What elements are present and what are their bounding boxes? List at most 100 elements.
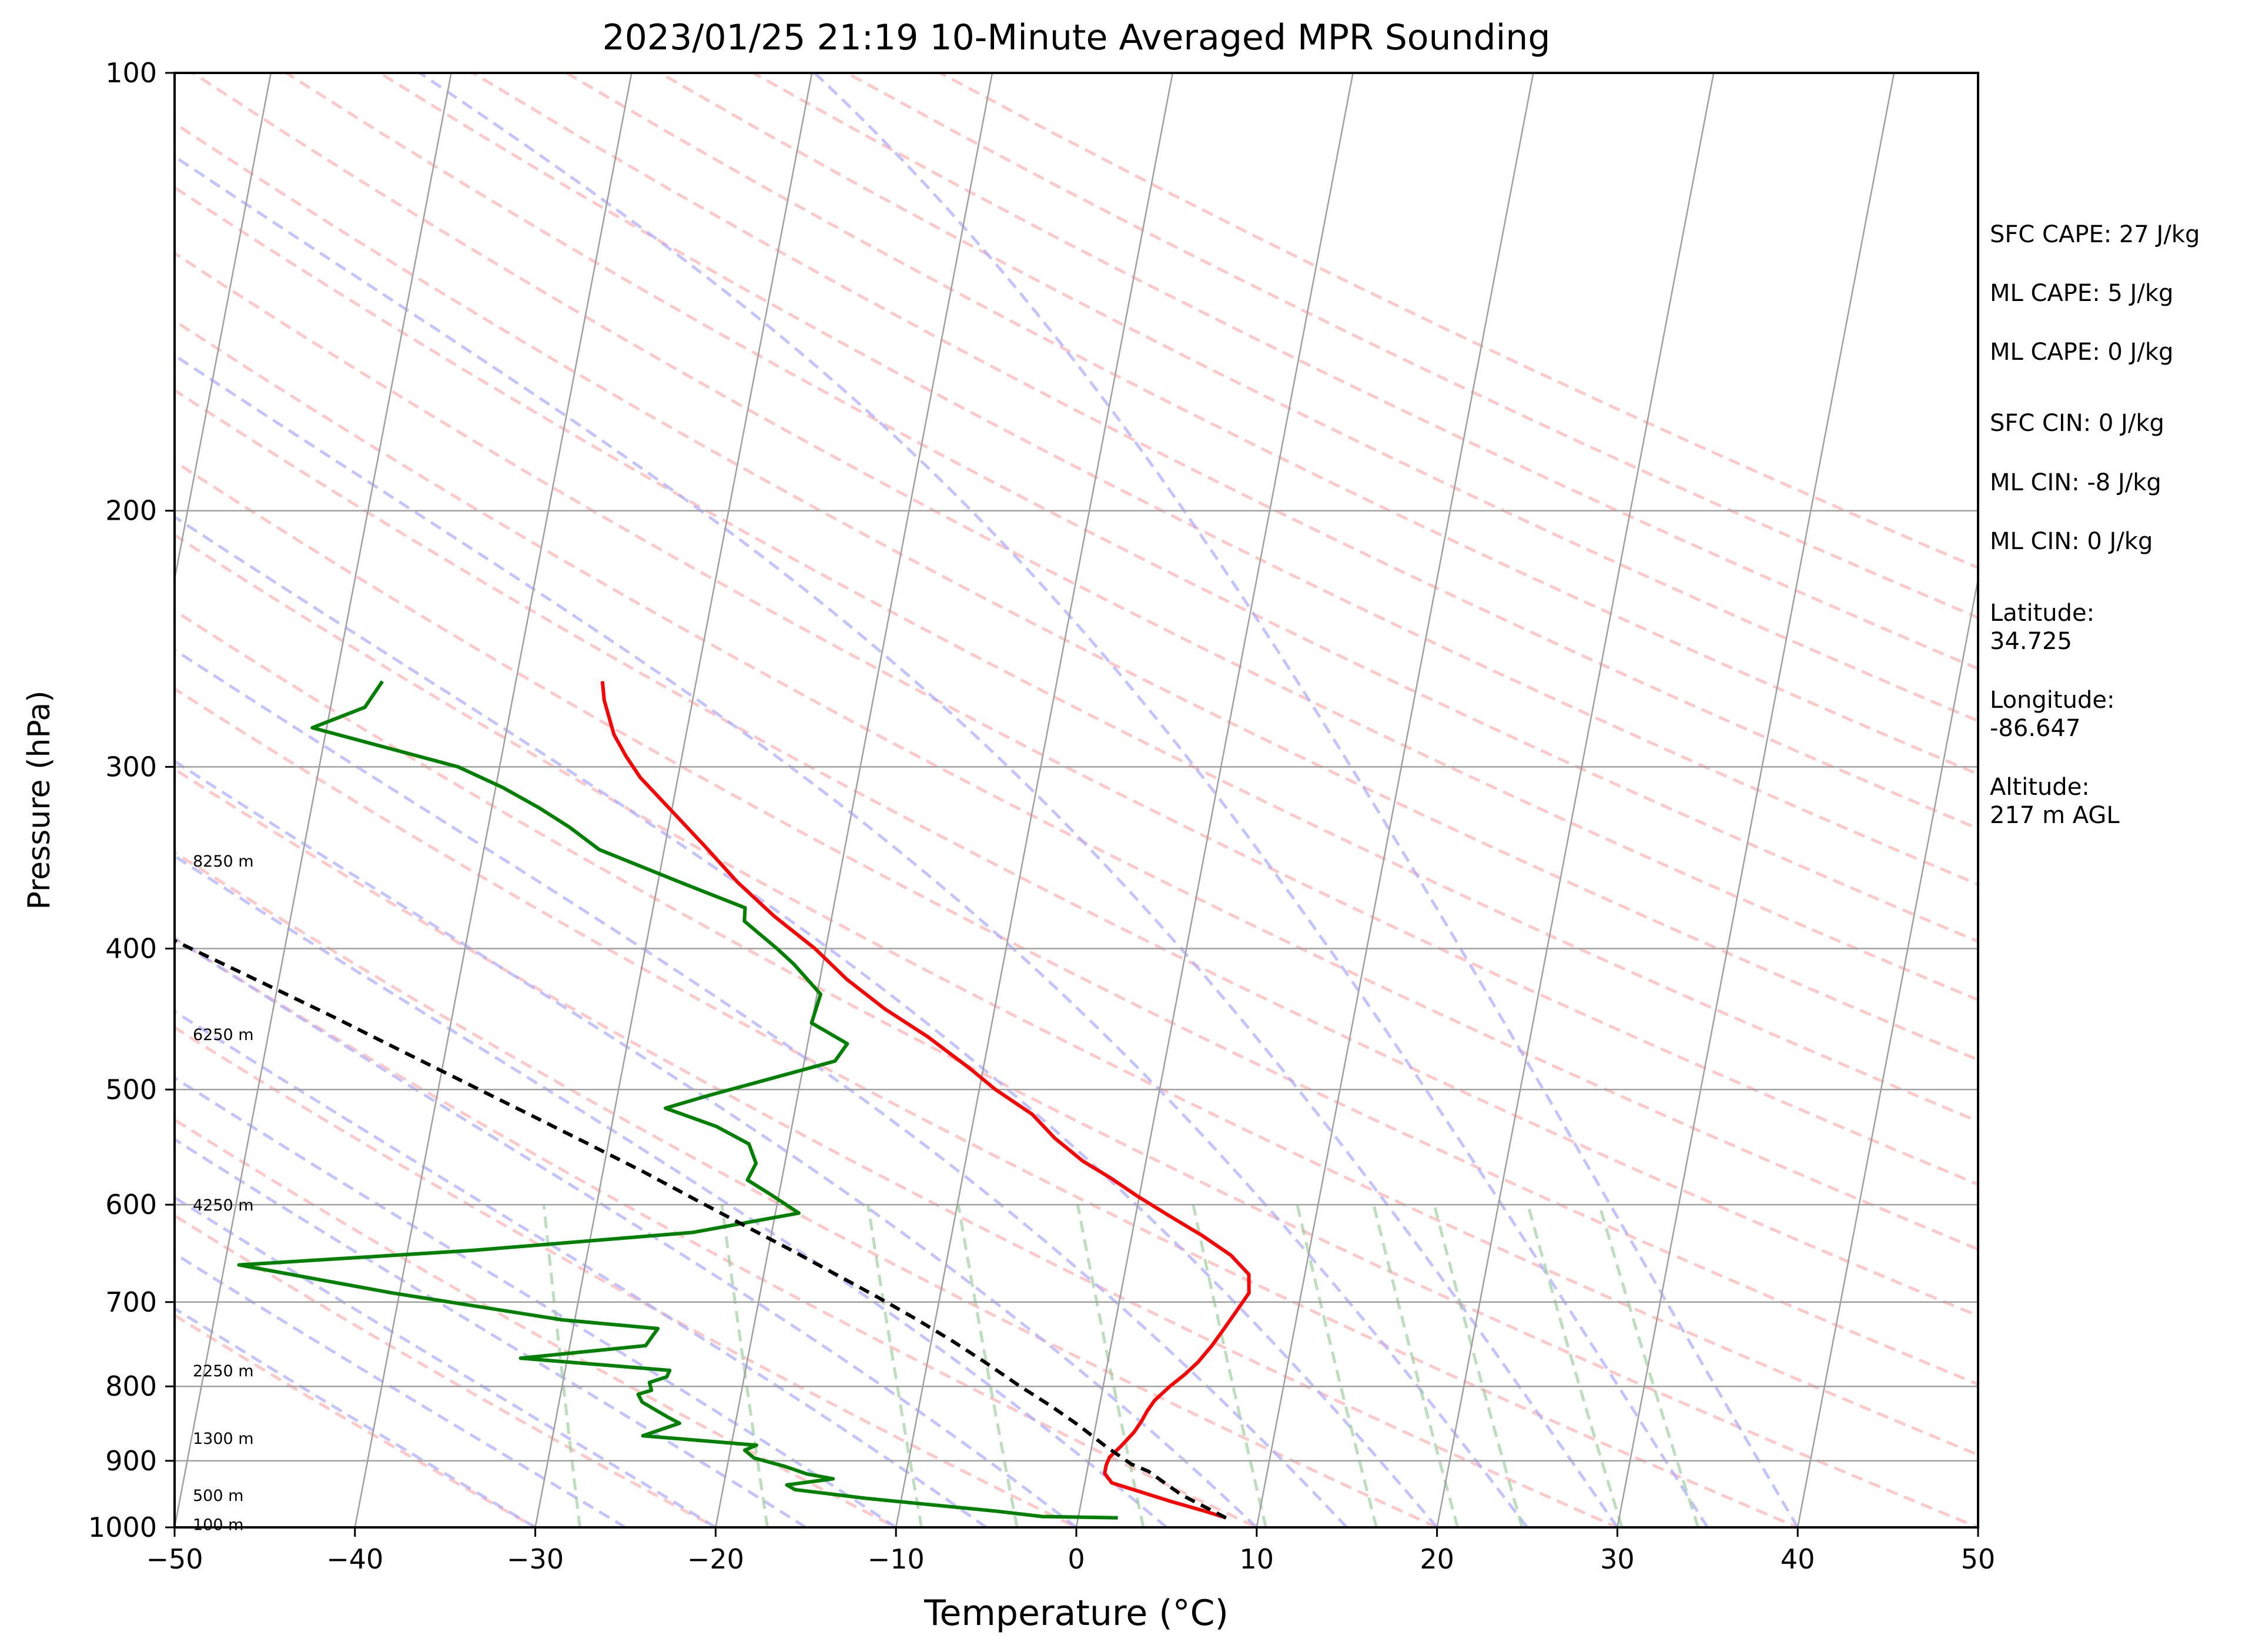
y-tick-label: 500 [105,1074,157,1105]
dry-adiabat [175,1313,538,1527]
mixing-ratio-line [1526,1204,1624,1527]
dry-adiabat [175,937,1260,1527]
isotherm-line [1256,73,1534,1527]
x-tick-label: −10 [868,1543,925,1575]
x-tick-label: −30 [507,1543,564,1575]
stat-ml-cin-2: ML CIN: 0 J/kg [1990,528,2153,555]
isotherm-line [534,73,813,1527]
dry-adiabat [175,687,1802,1527]
dry-adiabat [175,185,1978,1123]
dry-adiabat [175,1118,899,1527]
height-label: 2250 m [193,1362,254,1380]
isotherm-line [354,73,633,1527]
mixing-ratio-line [956,1204,1019,1527]
dry-adiabat [175,319,1978,1251]
moist-adiabat [175,1009,988,1527]
stat-ml-cape-2: ML CAPE: 0 J/kg [1990,339,2173,366]
mixing-ratio-line [866,1204,923,1527]
moist-adiabat [175,1137,807,1527]
height-label: 1300 m [193,1430,254,1448]
dry-adiabat [192,73,1978,1002]
isotherm-line [1617,73,1895,1527]
isotherm-line [715,73,993,1527]
height-label: 8250 m [193,852,254,871]
altitude-label: Altitude: [1990,774,2090,801]
y-axis-label: Pressure (hPa) [22,691,57,910]
dry-adiabat [175,251,1978,1186]
moist-adiabat [175,937,1078,1527]
latitude-value: 34.725 [1990,628,2072,655]
isotherm-line [895,73,1174,1527]
dry-adiabat [175,1213,719,1527]
dry-adiabat [175,533,1978,1457]
x-tick-label: 10 [1240,1543,1274,1575]
dry-adiabat [565,73,1978,776]
x-tick-label: −40 [326,1543,383,1575]
moist-adiabat [175,759,1258,1527]
dry-adiabat [175,851,1441,1527]
isotherm-line [1436,73,1715,1527]
mixing-ratio-line [1296,1204,1378,1527]
x-tick-label: 30 [1600,1543,1635,1575]
y-tick-label: 600 [105,1189,157,1220]
y-tick-label: 1000 [88,1511,157,1543]
y-tick-label: 200 [105,495,157,527]
stat-sfc-cin: SFC CIN: 0 J/kg [1990,410,2164,437]
y-tick-label: 700 [105,1286,157,1318]
longitude-label: Longitude: [1990,687,2114,714]
y-tick-label: 900 [105,1445,157,1477]
y-tick-label: 100 [105,57,157,89]
moist-adiabat [419,73,1709,1527]
background-lines [175,73,1978,1527]
isotherm-line [175,73,452,1527]
isotherm-line [1796,575,1978,1527]
moist-adiabat [175,1306,536,1527]
series-layer [175,680,1251,1520]
x-axis-label: Temperature (°C) [923,1593,1229,1634]
mixing-ratio-line [1076,1204,1145,1527]
stat-ml-cin: ML CIN: -8 J/kg [1990,469,2161,496]
moist-adiabat [175,1196,717,1527]
stat-ml-cape: ML CAPE: 5 J/kg [1990,280,2173,307]
dry-adiabat [472,73,1978,831]
chart-title: 2023/01/25 21:19 10-Minute Averaged MPR … [603,17,1551,58]
y-tick-label: 300 [105,751,157,782]
x-tick-label: −20 [687,1543,744,1575]
altitude-value: 217 m AGL [1990,802,2120,829]
moist-adiabat [175,648,1348,1527]
dry-adiabat [175,460,1978,1386]
mixing-ratio-line [1372,1204,1460,1527]
height-label: 500 m [193,1487,243,1505]
x-tick-label: −50 [146,1543,203,1575]
mixing-ratio-line [542,1204,581,1527]
moist-adiabat [175,155,1619,1527]
stat-sfc-cape: SFC CAPE: 27 J/kg [1990,221,2200,248]
isotherm-line [1075,73,1354,1527]
height-labels: 100 m 500 m 1300 m 2250 m 4250 m 6250 m 8250 m [193,852,254,1534]
dry-adiabat [175,608,1978,1527]
x-tick-label: 20 [1420,1543,1454,1575]
dry-adiabat [285,73,1978,944]
dewpoint-profile [237,680,1118,1520]
moist-adiabat [175,1252,627,1527]
x-tick-label: 40 [1781,1543,1815,1575]
height-label: 100 m [193,1516,243,1534]
dry-adiabat [659,73,1978,723]
moist-adiabat [175,353,1528,1527]
x-tick-label: 50 [1961,1543,1996,1575]
stats-panel: SFC CAPE: 27 J/kg ML CAPE: 5 J/kg ML CAP… [1990,221,2200,829]
moist-adiabat [814,73,1799,1527]
latitude-label: Latitude: [1990,600,2094,627]
plot-frame [173,72,1979,1529]
axis-ticks: −50 −40 −30 −20 −10 0 10 20 30 40 50 100 200 300 400 50… [88,57,1995,1575]
dry-adiabat [379,73,1978,887]
dry-adiabat [175,121,1978,1062]
y-tick-label: 800 [105,1370,157,1402]
dry-adiabat [175,1025,1080,1527]
height-label: 6250 m [193,1026,254,1044]
height-label: 4250 m [193,1196,254,1215]
dry-adiabat [175,388,1978,1317]
dry-adiabat [175,767,1621,1527]
